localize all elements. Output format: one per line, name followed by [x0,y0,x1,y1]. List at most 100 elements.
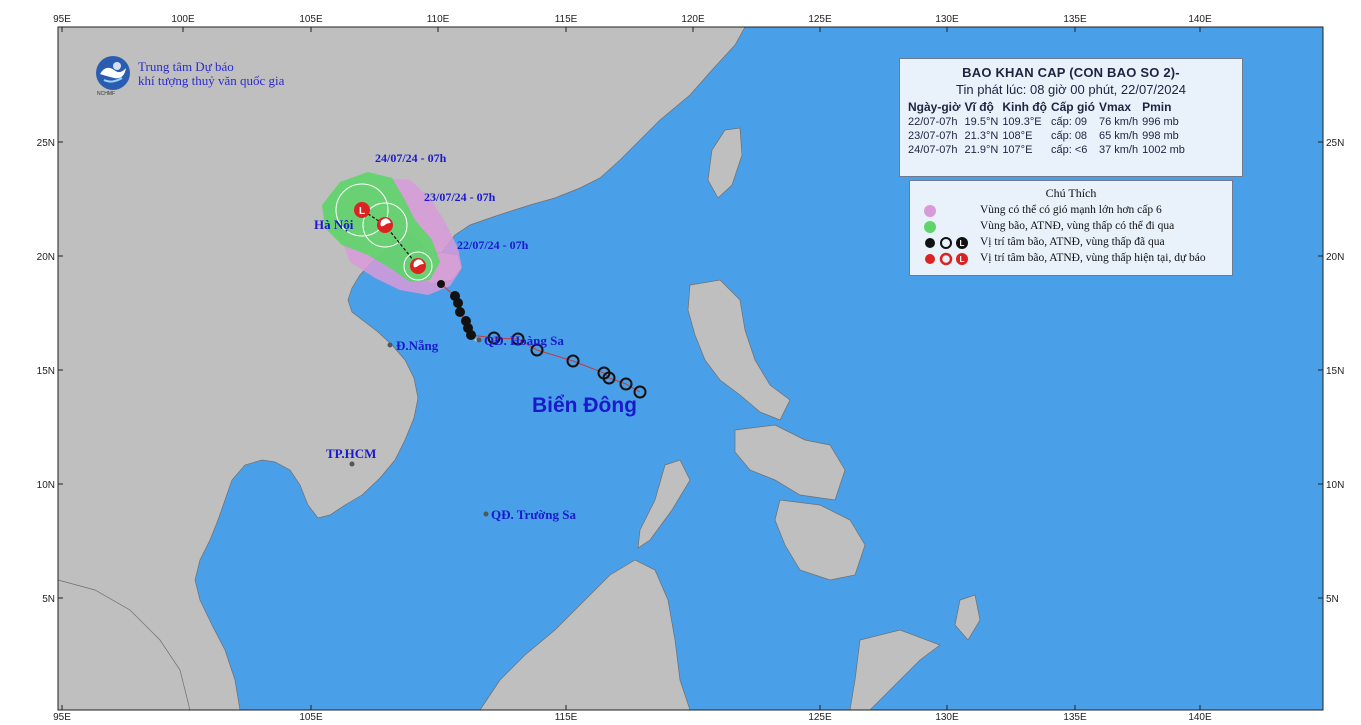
table-cell: 76 km/h [1098,116,1139,128]
lat-tick-label-right: 5N [1326,594,1339,605]
forecast-low-marker [354,202,370,218]
table-cell: 23/07-07h [908,130,958,142]
truongsa-marker [483,511,489,517]
table-cell: cấp: <6 [1050,144,1088,156]
table-cell: 22/07-07h [908,116,958,128]
lon-tick-label-bottom: 130E [935,712,959,723]
palawan-island [637,459,691,549]
lon-tick-label-top: 120E [681,14,705,25]
past-positions [487,331,647,399]
hcm-label: TP.HCM [326,446,376,461]
lat-tick-label-left: 5N [42,594,55,605]
latitude-ticks-right: 25N 20N 15N 10N 5N [1318,138,1344,605]
danang-marker [387,342,393,348]
table-row: 24/07-07h 21.9°N 107°E cấp: <6 37 km/h 1… [908,143,1189,157]
legend-title: Chú Thích [1045,186,1097,200]
legend-item-current-position: L Vị trí tâm bão, ATNĐ, vùng thấp hiện t… [910,251,1232,267]
lat-tick-label-left: 15N [37,366,55,377]
forecast-positions: L [354,202,426,274]
pink-zone-swatch [924,205,936,217]
map-border [57,26,1324,711]
lat-tick-label-left: 10N [37,480,55,491]
danang-label: Đ.Nẵng [396,338,439,353]
green-zone-swatch [924,221,936,233]
latitude-ticks-left: 25N 20N 15N 10N 5N [37,138,63,605]
table-cell: cấp: 09 [1050,116,1088,128]
hanoi-label: Hà Nội [314,217,354,232]
column-header: Pmin [1142,100,1172,114]
legend-item-storm-zone: Vùng bão, ATNĐ, vùng thấp có thể đi qua [910,219,1232,235]
past-center-marker [487,331,501,345]
lat-tick-label-right: 10N [1326,480,1344,491]
organization-line-1: Trung tâm Dự báo [138,59,234,74]
borneo-island [479,559,691,711]
table-row: 23/07-07h 21.3°N 108°E cấp: 08 65 km/h 9… [908,129,1189,143]
table-cell: 998 mb [1142,130,1179,142]
lon-tick-label-top: 105E [299,14,323,25]
lon-tick-label-top: 130E [935,14,959,25]
past-center-marker [633,385,647,399]
bulletin-title: BAO KHAN CAP (CON BAO SO 2)- [962,65,1180,80]
radius-circle-inner [403,251,433,281]
lon-tick-label-bottom: 135E [1063,712,1087,723]
table-cell: 21.3°N [964,130,999,142]
lon-tick-label-top: 110E [427,14,450,25]
lon-tick-label-bottom: 125E [808,712,832,723]
legend-item-past-position: L Vị trí tâm bão, ATNĐ, vùng thấp đã qua [910,235,1232,251]
table-cell: 19.5°N [964,116,999,128]
hcm-marker [349,461,355,467]
past-storm-marker [450,291,460,301]
table-cell: 24/07-07h [908,144,958,156]
current-symbols-icon: L [925,252,968,266]
forecast-label-23: 23/07/24 - 07h [424,190,496,204]
sea-label: Biển Đông [532,394,637,417]
column-header: Cấp gió [1050,100,1095,114]
lon-tick-label-bottom: 115E [555,712,578,723]
logo-abbreviation: NCHMF [97,91,116,97]
halmahera-island [954,594,981,641]
lat-tick-label-right: 20N [1326,252,1344,263]
past-center-marker [597,366,611,380]
legend-box: Chú Thích Vùng có thể có gió mạnh lớn hơ… [909,180,1233,276]
column-header: Kinh độ [1002,100,1047,114]
column-header: Vĩ độ [964,100,994,114]
lat-tick-label-right: 25N [1326,138,1344,149]
svg-text:L: L [960,239,965,248]
lon-tick-label-top: 95E [53,14,71,25]
organization-name: Trung tâm Dự báo khí tượng thuỷ văn quốc… [138,60,284,88]
radius-circle-mid [362,202,408,248]
legend-label: Vùng có thể có gió mạnh lớn hơn cấp 6 [980,204,1162,216]
radius-circle-outer [335,183,389,237]
mindanao-island [774,499,866,581]
table-cell: 1002 mb [1142,144,1185,156]
table-cell: 21.9°N [964,144,999,156]
forecast-storm-swirl [380,218,391,227]
past-center-marker [530,343,544,357]
longitude-ticks-bottom: 95E 105E 115E 125E 130E 135E 140E [53,705,1212,723]
sulawesi-island [849,629,941,711]
past-storm-marker [461,316,471,326]
past-center-marker [511,332,525,346]
lon-tick-label-top: 115E [555,14,578,25]
svg-text:L: L [960,255,965,264]
lon-tick-label-bottom: 105E [299,712,323,723]
lon-tick-label-bottom: 140E [1188,712,1212,723]
forecast-low-letter: L [359,206,365,217]
legend-label: Vị trí tâm bão, ATNĐ, vùng thấp hiện tại… [980,252,1206,264]
table-cell: 107°E [1002,144,1033,156]
lat-tick-label-right: 15N [1326,366,1344,377]
bulletin-info-box: BAO KHAN CAP (CON BAO SO 2)- Tin phát lú… [899,58,1243,177]
luzon-island [687,279,791,421]
forecast-label-22: 22/07/24 - 07h [457,238,529,252]
lon-tick-label-bottom: 95E [53,712,71,723]
column-header: Ngày-giờ [908,100,961,114]
column-header: Vmax [1098,100,1131,114]
lat-tick-label-left: 25N [37,138,55,149]
table-cell: 65 km/h [1098,130,1139,142]
longitude-ticks-top: 95E 100E 105E 110E 115E 120E 125E 130E 135E 140E [53,14,1212,32]
forecast-label-24: 24/07/24 - 07h [375,151,447,165]
visayas-islands [734,424,846,501]
legend-label: Vùng bão, ATNĐ, vùng thấp có thể đi qua [980,220,1175,232]
hoangsa-label: QĐ. Hoàng Sa [484,333,564,348]
lat-tick-label-left: 20N [37,252,55,263]
